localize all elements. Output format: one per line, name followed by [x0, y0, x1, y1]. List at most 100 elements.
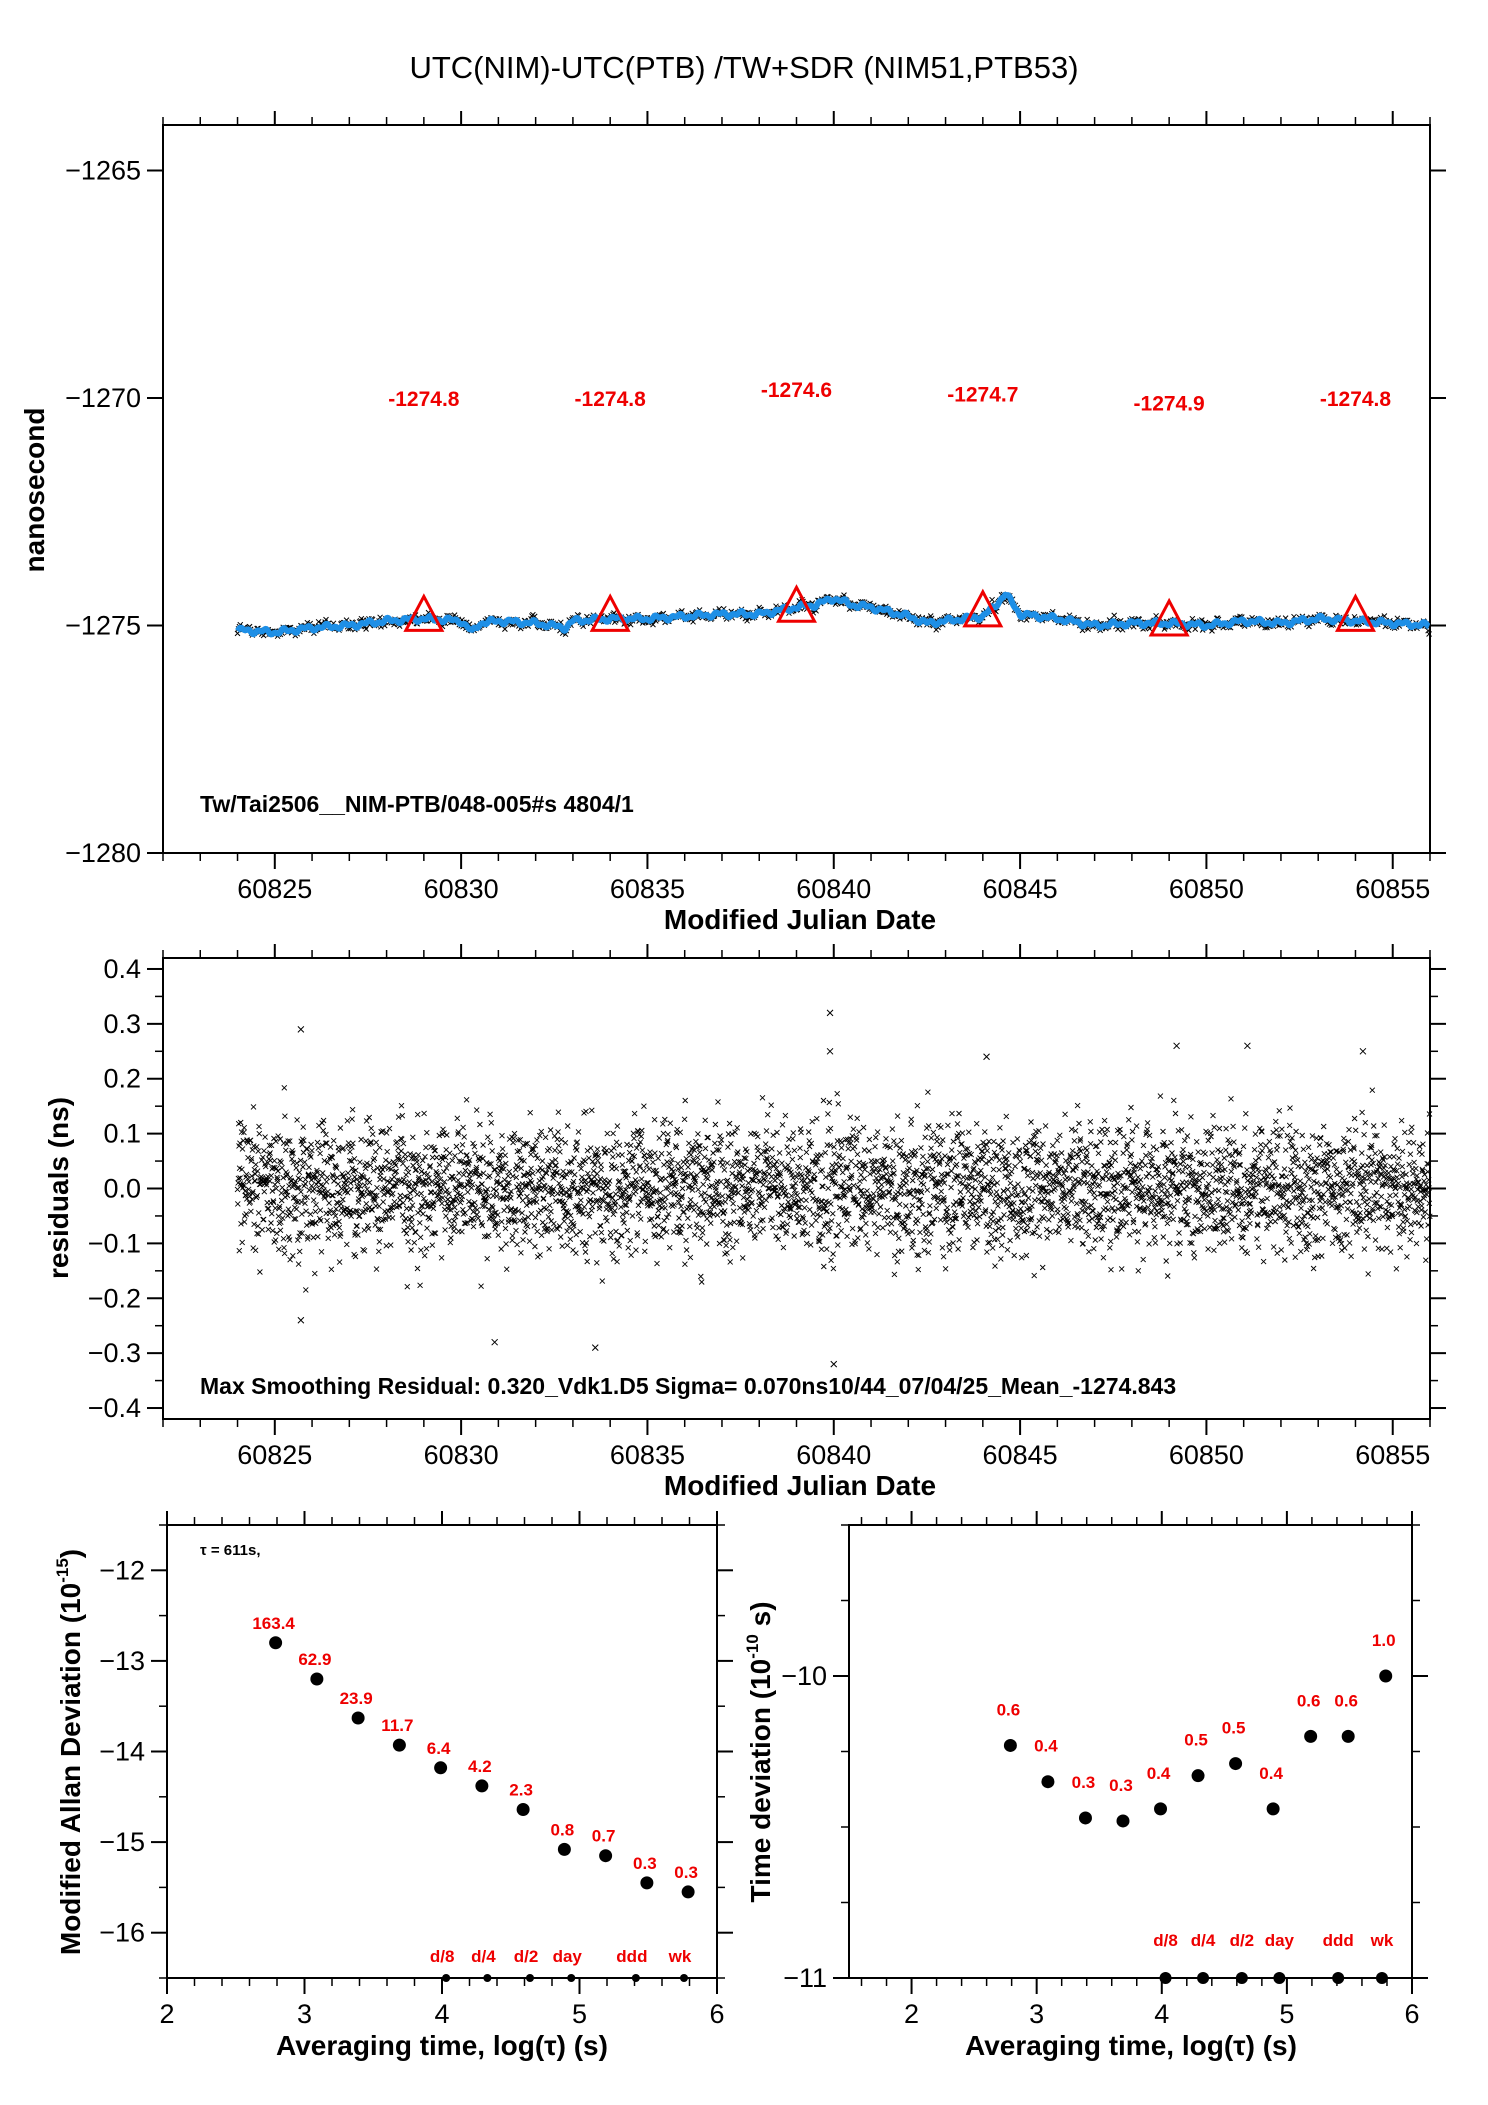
- residual-point: [955, 1246, 961, 1252]
- residual-point: [722, 1198, 729, 1205]
- residual-point: [459, 1141, 466, 1148]
- residual-point: [999, 1232, 1006, 1238]
- residual-point: [1023, 1252, 1030, 1259]
- residual-point: [940, 1253, 947, 1260]
- residual-point: [1032, 1182, 1039, 1189]
- residual-point: [1134, 1185, 1141, 1192]
- residual-point: [267, 1150, 273, 1156]
- residual-point: [1156, 1172, 1162, 1179]
- residual-point: [746, 1193, 753, 1200]
- residual-point: [1010, 1139, 1016, 1146]
- time-series-x-tick-label: 60825: [237, 874, 312, 904]
- residual-point: [328, 1266, 335, 1273]
- residual-point: [509, 1232, 516, 1239]
- residual-point: [408, 1247, 414, 1253]
- residual-point: [1012, 1163, 1018, 1170]
- residual-point: [953, 1161, 960, 1168]
- residual-point: [1137, 1176, 1144, 1183]
- residual-point: [420, 1211, 426, 1217]
- residual-point: [1039, 1264, 1046, 1271]
- residual-point: [834, 1242, 841, 1248]
- residual-point: [950, 1224, 956, 1230]
- residual-point: [300, 1124, 307, 1130]
- residuals-y-tick-label: 0.2: [103, 1064, 141, 1094]
- time-series-data: -1274.8 -1274.8 -1274.6 -1274.7 -1274.9 -1274…: [234, 379, 1432, 640]
- residual-point: [924, 1225, 930, 1232]
- residual-point: [569, 1227, 576, 1233]
- residual-point: [459, 1193, 466, 1200]
- residual-point: [293, 1160, 300, 1167]
- residual-point: [635, 1210, 642, 1217]
- residual-point: [293, 1165, 300, 1171]
- residual-point: [391, 1198, 398, 1205]
- residual-point: [1146, 1132, 1153, 1139]
- residual-point: [975, 1204, 982, 1211]
- residual-point: [729, 1170, 736, 1177]
- residual-point: [1152, 1240, 1159, 1246]
- residual-point: [1036, 1218, 1043, 1224]
- residual-point: [559, 1243, 566, 1250]
- residuals-y-tick-label: 0.0: [103, 1174, 141, 1204]
- residual-point: [942, 1265, 949, 1272]
- residual-point: [567, 1236, 574, 1243]
- residual-point: [610, 1256, 617, 1262]
- residual-point: [1080, 1240, 1086, 1247]
- residual-point: [487, 1139, 494, 1146]
- residual-point: [1150, 1217, 1157, 1224]
- residual-point: [853, 1137, 860, 1143]
- residual-point: [727, 1259, 734, 1265]
- residual-point: [619, 1151, 625, 1158]
- time-series-panel: 60825 60830 60835 60840 60845 60850 60855−1265…: [19, 111, 1446, 935]
- residual-point: [1231, 1139, 1237, 1145]
- residual-point: [967, 1198, 973, 1205]
- residual-point: [510, 1135, 517, 1142]
- residual-point: [1056, 1132, 1063, 1139]
- residual-point: [1127, 1160, 1134, 1167]
- residual-point: [960, 1174, 967, 1181]
- residual-point: [767, 1179, 773, 1186]
- residual-point: [629, 1213, 636, 1219]
- residual-point: [871, 1209, 877, 1216]
- residual-point: [577, 1197, 584, 1204]
- residual-point: [1132, 1162, 1139, 1169]
- residual-point: [754, 1144, 761, 1150]
- residual-point: [970, 1194, 977, 1201]
- residual-point: [369, 1131, 376, 1138]
- residual-point: [377, 1169, 384, 1176]
- residual-point: [1084, 1147, 1090, 1154]
- residual-point: [984, 1147, 991, 1154]
- residual-point: [555, 1109, 562, 1116]
- residual-point: [503, 1241, 509, 1247]
- residual-point: [1147, 1150, 1154, 1157]
- residual-point: [1247, 1220, 1253, 1227]
- residual-point: [1028, 1119, 1034, 1125]
- residual-point: [344, 1117, 351, 1124]
- residual-point: [478, 1283, 484, 1290]
- residuals-y-tick-label: −0.4: [88, 1393, 141, 1423]
- residual-point: [1107, 1139, 1114, 1146]
- residual-point: [1151, 1204, 1158, 1211]
- residual-point: [866, 1148, 872, 1154]
- residual-point: [854, 1235, 861, 1241]
- residual-point: [297, 1176, 304, 1183]
- residual-point: [1184, 1133, 1191, 1139]
- residual-point: [380, 1199, 387, 1205]
- residual-point: [459, 1228, 465, 1235]
- residual-point: [259, 1226, 266, 1233]
- residual-point: [760, 1225, 766, 1232]
- residual-point: [693, 1221, 700, 1228]
- residual-point: [573, 1250, 579, 1257]
- residual-point: [946, 1247, 953, 1253]
- residual-point: [902, 1223, 908, 1230]
- residual-point: [731, 1219, 738, 1226]
- residual-point: [441, 1130, 448, 1136]
- residual-point: [555, 1129, 561, 1135]
- residual-point: [1086, 1217, 1093, 1224]
- residual-point: [939, 1137, 946, 1143]
- residual-point: [1244, 1167, 1250, 1173]
- residual-point: [828, 1257, 834, 1264]
- residual-point: [354, 1223, 360, 1229]
- residual-point: [944, 1204, 951, 1211]
- residual-point: [1027, 1153, 1034, 1159]
- residual-point: [630, 1164, 636, 1171]
